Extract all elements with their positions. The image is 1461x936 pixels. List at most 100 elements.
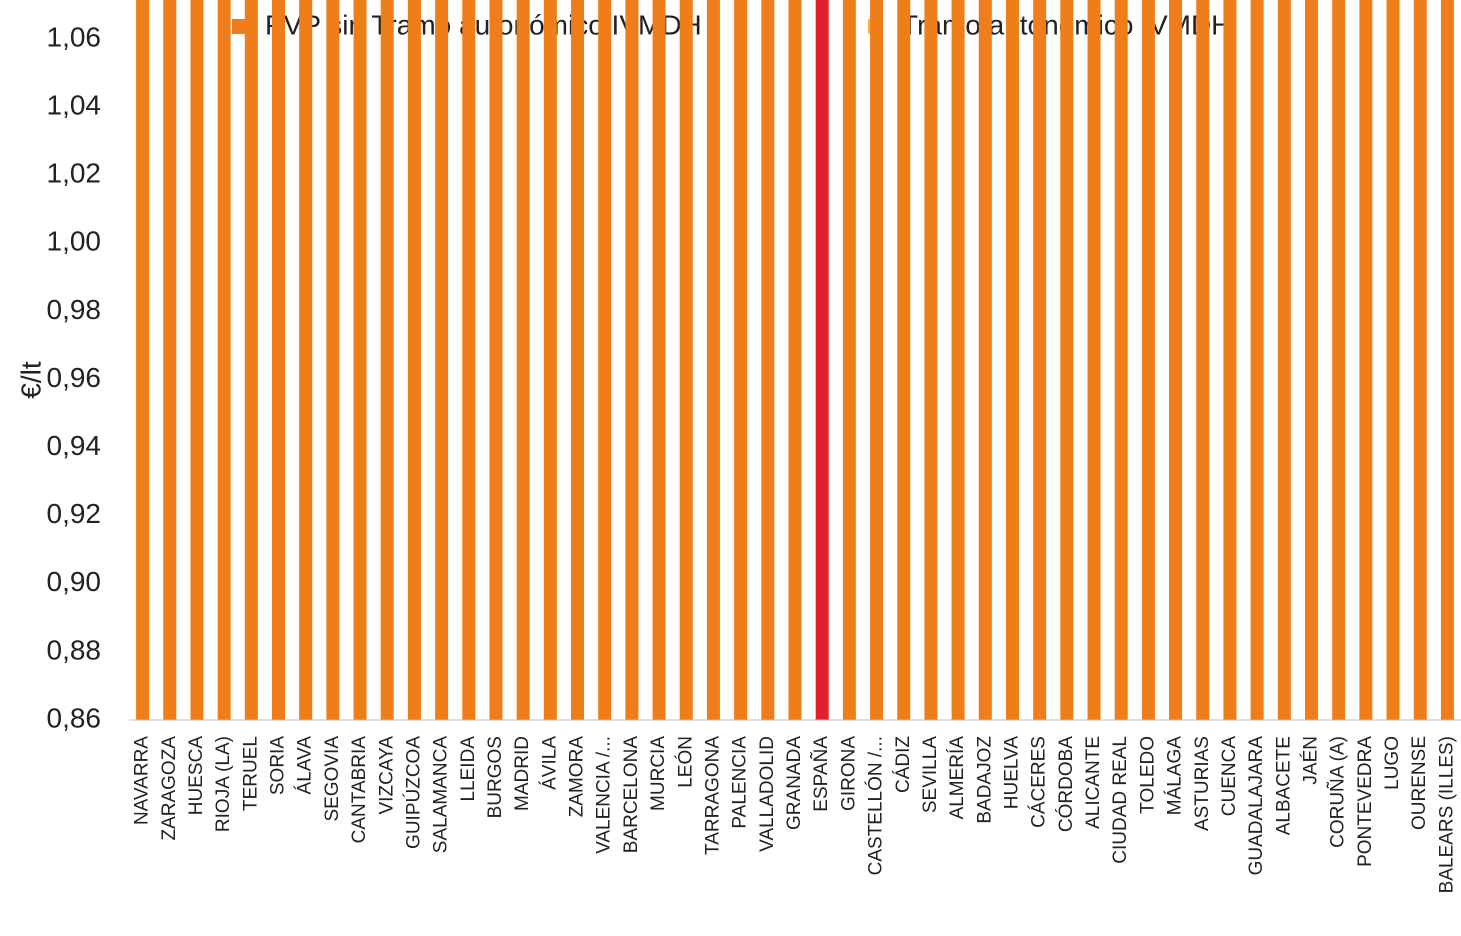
bar-segment (734, 0, 748, 720)
x-tick-label: ALICANTE (1083, 736, 1104, 829)
bar-segment (652, 0, 666, 720)
x-tick-label: SEGOVIA (322, 736, 343, 822)
bar-segment (1141, 0, 1155, 720)
x-tick-label: ASTURIAS (1192, 736, 1213, 831)
y-tick-label: 0,86 (47, 702, 102, 733)
x-tick-label: ESPAÑA (810, 736, 832, 812)
bar-segment (842, 0, 856, 720)
y-tick-label: 1,04 (47, 89, 102, 120)
y-tick-label: 0,92 (47, 498, 102, 529)
bar-segment (272, 0, 286, 720)
bar-segment (217, 0, 231, 720)
bar-segment (1304, 0, 1318, 720)
bar-segment (163, 0, 177, 720)
x-tick-label: JAÉN (1301, 736, 1322, 785)
x-tick-label: GUADALAJARA (1246, 736, 1267, 876)
bar-segment (1386, 0, 1400, 720)
bar-segment (1114, 0, 1128, 720)
bar-segment (815, 0, 829, 720)
bar-segment (516, 0, 530, 720)
y-tick-label: 0,88 (47, 634, 102, 665)
x-tick-label: BARCELONA (621, 736, 642, 854)
bar-segment (706, 0, 720, 720)
bar-segment (1277, 0, 1291, 720)
x-tick-label: ÁLAVA (295, 736, 316, 795)
x-tick-label: LUGO (1382, 736, 1403, 790)
legend-swatch (232, 19, 247, 34)
bar-segment (571, 0, 585, 720)
bar-segment (788, 0, 802, 720)
x-tick-label: ALMERÍA (947, 736, 968, 820)
x-tick-label: VALENCIA /... (594, 736, 615, 854)
bar-segment (625, 0, 639, 720)
x-tick-label: SORIA (268, 736, 289, 795)
bar-segment (679, 0, 693, 720)
x-tick-label: CÁCERES (1029, 736, 1050, 828)
x-tick-label: ZARAGOZA (159, 736, 180, 841)
bar-segment (353, 0, 367, 720)
x-tick-label: CASTELLÓN /... (865, 736, 887, 875)
bar-segment (870, 0, 884, 720)
y-tick-label: 1,06 (47, 21, 102, 52)
x-tick-label: CIUDAD REAL (1110, 736, 1131, 864)
bar-segment (435, 0, 449, 720)
x-tick-label: TERUEL (240, 736, 261, 811)
x-tick-label: RIOJA (LA) (213, 736, 234, 832)
bar-segment (1250, 0, 1264, 720)
x-tick-label: PONTEVEDRA (1355, 736, 1376, 867)
bar-segment (1087, 0, 1101, 720)
bar-segment (1223, 0, 1237, 720)
x-tick-label: BALEARS (ILLES) (1436, 736, 1457, 893)
bar-segment (326, 0, 340, 720)
x-tick-label: NAVARRA (132, 736, 153, 825)
bar-segment (1169, 0, 1183, 720)
x-tick-label: LLEIDA (458, 736, 479, 802)
y-tick-label: 0,90 (47, 566, 102, 597)
x-tick-label: BURGOS (485, 736, 506, 818)
bar-segment (1413, 0, 1427, 720)
bar-segment (1196, 0, 1210, 720)
bar-segment (407, 0, 421, 720)
bar-segment (489, 0, 503, 720)
x-tick-label: TARRAGONA (702, 736, 723, 855)
y-axis-label: €/lt (15, 361, 46, 399)
x-tick-label: PALENCIA (730, 736, 751, 829)
y-tick-label: 1,02 (47, 158, 102, 189)
x-tick-label: CORUÑA (A) (1327, 736, 1349, 848)
x-tick-label: GIRONA (838, 736, 859, 811)
bar-segment (299, 0, 313, 720)
bar-segment (598, 0, 612, 720)
bar-segment (1060, 0, 1074, 720)
bar-segment (543, 0, 557, 720)
x-tick-label: CANTABRIA (349, 736, 370, 844)
bar-segment (897, 0, 911, 720)
bar-segment (244, 0, 258, 720)
x-tick-label: SALAMANCA (431, 736, 452, 854)
bar-segment (136, 0, 150, 720)
bar-segment (1033, 0, 1047, 720)
x-tick-label: MADRID (512, 736, 533, 811)
bar-segment (924, 0, 938, 720)
y-tick-label: 0,96 (47, 362, 102, 393)
x-tick-label: SEVILLA (920, 736, 941, 813)
x-tick-label: TOLEDO (1137, 736, 1158, 814)
x-tick-label: BADAJOZ (974, 736, 995, 824)
x-tick-label: CÁDIZ (893, 736, 914, 793)
y-tick-label: 1,00 (47, 226, 102, 257)
bar-segment (380, 0, 394, 720)
x-tick-label: CÓRDOBA (1055, 736, 1077, 832)
bar-segment (951, 0, 965, 720)
x-tick-label: ZAMORA (567, 736, 588, 818)
x-tick-label: OURENSE (1409, 736, 1430, 830)
x-tick-label: ÁVILA (539, 736, 560, 790)
x-tick-label: GUIPÚZCOA (402, 736, 424, 849)
x-tick-label: HUELVA (1001, 736, 1022, 810)
bar-segment (1332, 0, 1346, 720)
bar-segment (978, 0, 992, 720)
bar-segment (1440, 0, 1454, 720)
x-tick-label: VIZCAYA (376, 736, 397, 815)
x-tick-label: CUENCA (1219, 736, 1240, 817)
bar-segment (1359, 0, 1373, 720)
bar-segment (1005, 0, 1019, 720)
